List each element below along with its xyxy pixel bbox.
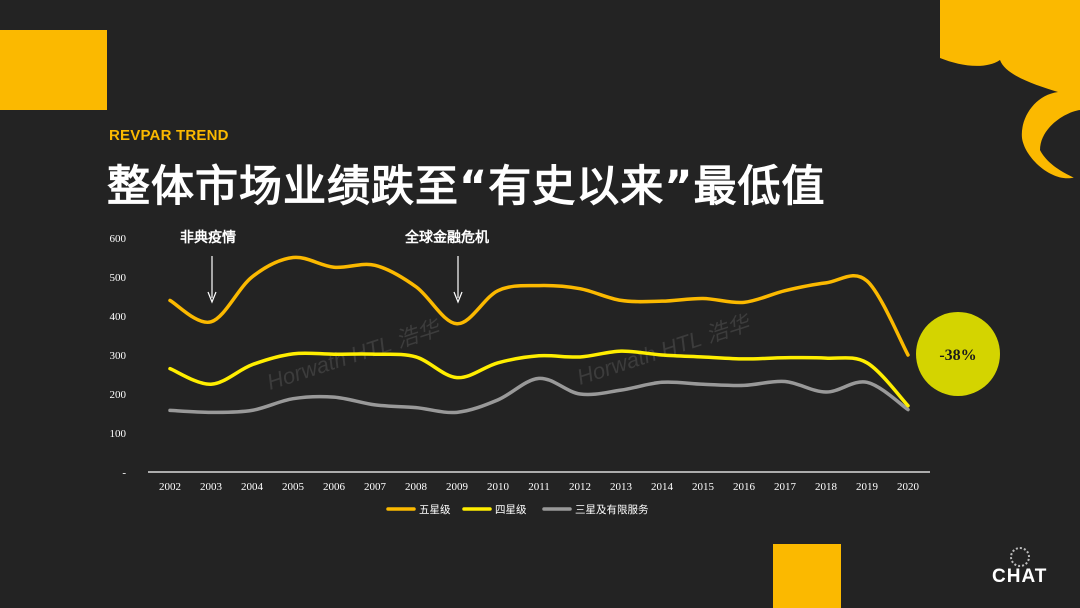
brand-logo-icon	[1010, 547, 1030, 567]
legend-label: 五星级	[419, 504, 451, 516]
annotation-label: 非典疫情	[180, 229, 236, 246]
x-tick-label: 2014	[651, 481, 674, 493]
watermark-text: Horwath HTL 浩华	[574, 310, 755, 390]
brand-name: CHAT	[992, 566, 1048, 587]
x-tick-label: 2011	[528, 481, 550, 493]
x-tick-label: 2010	[487, 481, 510, 493]
x-tick-label: 2016	[733, 481, 756, 493]
x-tick-label: 2012	[569, 481, 591, 493]
legend-label: 四星级	[495, 504, 527, 516]
change-badge	[916, 312, 1000, 396]
x-tick-label: 2019	[856, 481, 879, 493]
series-line-3	[168, 376, 910, 415]
x-tick-label: 2002	[159, 481, 181, 493]
series-line-1	[168, 255, 910, 357]
annotation-arrowhead	[453, 291, 463, 304]
x-tick-label: 2020	[897, 481, 920, 493]
legend-label: 三星及有限服务	[575, 503, 649, 516]
y-tick-label: 400	[110, 311, 127, 323]
page-title: 整体市场业绩跌至“有史以来”最低值	[107, 162, 826, 212]
y-tick-label: 100	[110, 428, 127, 440]
x-tick-label: 2006	[323, 481, 346, 493]
x-tick-label: 2004	[241, 481, 264, 493]
decor-square-top-left	[0, 30, 107, 110]
section-kicker: REVPAR TREND	[109, 127, 229, 144]
x-tick-label: 2013	[610, 481, 633, 493]
x-tick-label: 2003	[200, 481, 223, 493]
x-tick-label: 2017	[774, 481, 797, 493]
x-tick-label: 2005	[282, 481, 305, 493]
annotation-label: 全球金融危机	[404, 229, 489, 246]
series-line-2	[168, 349, 910, 408]
x-tick-label: 2008	[405, 481, 428, 493]
y-tick-label: 300	[110, 350, 127, 362]
y-tick-label: 200	[110, 389, 127, 401]
x-tick-label: 2018	[815, 481, 838, 493]
decor-square-bottom-right	[773, 544, 841, 608]
y-tick-label: 500	[110, 272, 127, 284]
x-tick-label: 2007	[364, 481, 387, 493]
x-tick-label: 2009	[446, 481, 469, 493]
annotation-arrowhead	[207, 291, 217, 304]
y-tick-label: -	[122, 467, 126, 479]
y-tick-label: 600	[110, 233, 127, 245]
change-badge-label: -38%	[939, 347, 976, 364]
x-tick-label: 2015	[692, 481, 715, 493]
